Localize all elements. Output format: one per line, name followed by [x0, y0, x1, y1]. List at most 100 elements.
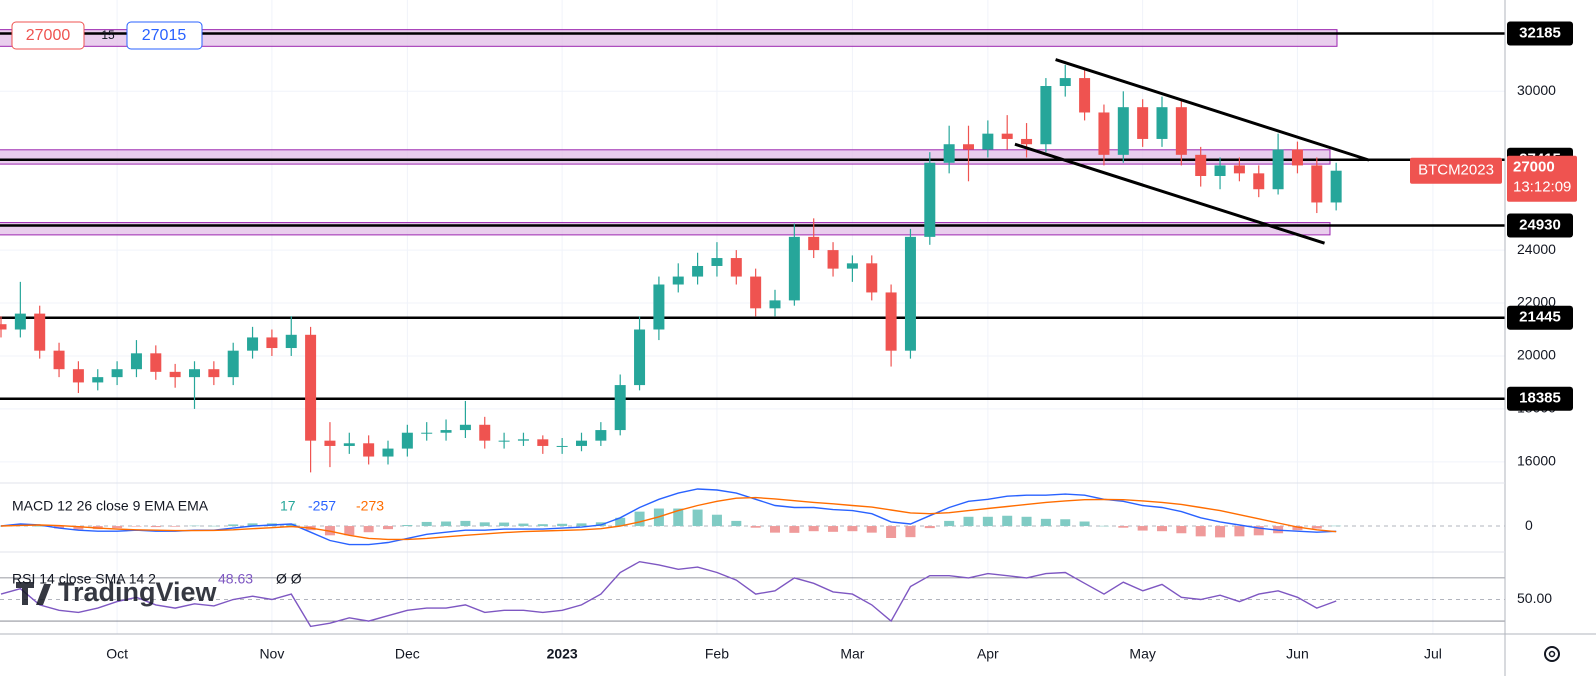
candle-body: [266, 337, 278, 349]
macd-histogram: [963, 516, 974, 527]
x-tick-label: May: [1129, 646, 1155, 662]
settings-icon-core: [1548, 650, 1556, 658]
candle-body: [1195, 154, 1207, 176]
macd-histogram: [344, 526, 355, 536]
macd-histogram: [576, 523, 587, 527]
candle-body: [788, 236, 800, 301]
macd-histogram: [73, 526, 84, 530]
candle-body: [1272, 149, 1284, 190]
x-tick-label: Oct: [106, 646, 128, 662]
macd-histogram: [634, 511, 645, 527]
macd-histogram: [1118, 526, 1129, 528]
candle-body: [517, 439, 529, 441]
macd-histogram: [228, 524, 239, 527]
macd-histogram: [1157, 526, 1167, 532]
macd-title: MACD 12 26 close 9 EMA EMA: [12, 498, 209, 514]
candle-body: [440, 430, 452, 433]
candle-body: [614, 385, 626, 431]
macd-histogram: [711, 514, 722, 527]
macd-histogram: [363, 526, 374, 533]
candle-body: [208, 369, 220, 378]
macd-histogram: [189, 525, 200, 527]
macd-histogram: [1195, 526, 1206, 537]
macd-histogram: [150, 526, 161, 528]
price-pane: [0, 29, 1505, 473]
candle-body: [672, 276, 684, 285]
x-tick-label: Nov: [259, 646, 284, 662]
macd-histogram: [905, 526, 916, 538]
watermark: TradingView: [16, 577, 218, 607]
rsi-tick-label: 50.00: [1517, 590, 1552, 606]
macd-hist-value: 17: [280, 498, 296, 514]
macd-histogram: [518, 523, 529, 527]
candle-body: [1117, 107, 1129, 155]
macd-histogram: [479, 522, 490, 527]
candle-body: [227, 350, 239, 378]
level-label: 21445: [1519, 309, 1561, 326]
x-tick-label: Jul: [1424, 646, 1442, 662]
candle-body: [963, 144, 974, 150]
candle-body: [150, 353, 162, 372]
macd-histogram: [131, 526, 142, 527]
macd-histogram: [828, 526, 839, 532]
level-label-box: [1507, 21, 1573, 46]
macd-histogram: [1234, 526, 1245, 537]
macd-histogram: [866, 526, 877, 533]
candle-body: [943, 144, 955, 163]
macd-histogram: [460, 520, 471, 527]
macd-histogram: [944, 520, 955, 527]
macd-histogram: [847, 526, 858, 532]
candle-body: [556, 445, 568, 447]
candle-body: [421, 432, 433, 434]
level-label: 32185: [1519, 24, 1561, 41]
bid-box[interactable]: [11, 21, 85, 50]
candle-body: [885, 292, 897, 351]
toolbar: 27000 15 27015: [11, 21, 203, 50]
macd-histogram: [170, 526, 181, 527]
macd-histogram: [383, 526, 393, 530]
candle-body: [498, 440, 510, 442]
candle-body: [92, 377, 104, 383]
candle-body: [1253, 173, 1265, 190]
last-price: 27000: [1513, 159, 1555, 176]
y-tick-label: 30000: [1517, 82, 1556, 98]
x-tick-label: Apr: [977, 646, 999, 662]
candle-body: [1311, 165, 1323, 203]
macd-histogram: [1311, 526, 1322, 529]
ask-box[interactable]: [126, 21, 203, 50]
candle-body: [827, 250, 839, 269]
macd-histogram: [441, 521, 452, 527]
macd-histogram: [34, 526, 45, 527]
settings[interactable]: [1544, 646, 1560, 662]
candle-body: [343, 443, 355, 446]
candle-body: [111, 369, 123, 378]
candle-body: [169, 371, 181, 378]
candle-body: [653, 284, 665, 330]
rsi-line: [0, 560, 1337, 628]
level-label-box: [1507, 305, 1573, 330]
candle-body: [479, 424, 491, 441]
candle-body: [401, 432, 413, 449]
candle-body: [808, 236, 820, 251]
macd-histogram: [731, 520, 742, 527]
candle-body: [53, 350, 65, 370]
candle-body: [982, 133, 994, 150]
zone: [0, 149, 1331, 165]
settings-icon[interactable]: [1544, 646, 1560, 662]
candle-body: [595, 430, 607, 441]
candle-body: [730, 258, 742, 277]
macd-value: -257: [308, 498, 336, 514]
macd-histogram: [1137, 526, 1148, 531]
candle-body: [576, 440, 587, 446]
candle-body: [1040, 86, 1052, 145]
spread: 15: [101, 28, 115, 42]
ask: 27015: [142, 27, 187, 44]
macd-histogram: [402, 525, 413, 527]
x-tick-label: Feb: [705, 646, 729, 662]
macd-histogram: [673, 508, 684, 527]
candle-body: [382, 448, 394, 457]
macd-histogram: [1098, 525, 1109, 527]
rsi-value: 48.63: [218, 571, 253, 587]
candle-body: [247, 337, 259, 351]
